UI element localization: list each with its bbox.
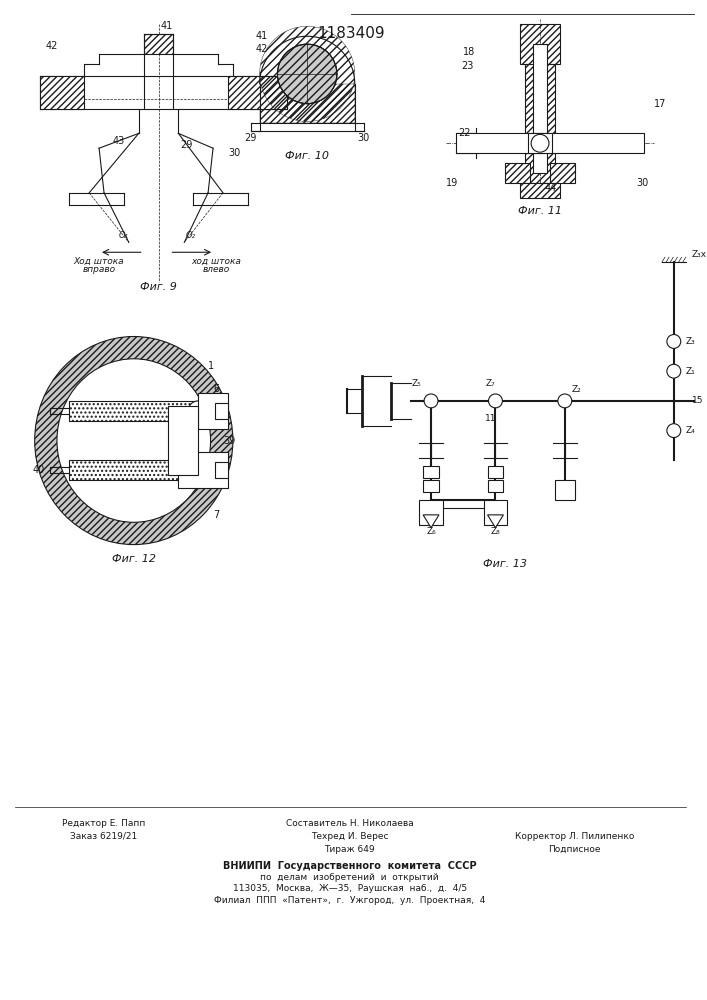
- Text: 17: 17: [654, 99, 667, 109]
- Text: Z₂: Z₂: [572, 385, 582, 394]
- Text: Составитель Н. Николаева: Составитель Н. Николаева: [286, 819, 414, 828]
- Bar: [40, 76, 84, 109]
- Text: 1183409: 1183409: [317, 26, 385, 41]
- Text: Z₁: Z₁: [686, 367, 696, 376]
- Circle shape: [188, 401, 208, 421]
- Text: Фиг. 9: Фиг. 9: [140, 282, 177, 292]
- Bar: [178, 452, 228, 488]
- Ellipse shape: [35, 337, 233, 545]
- Text: 113035,  Москва,  Ж—35,  Раушская  наб.,  д.  4/5: 113035, Москва, Ж—35, Раушская наб., д. …: [233, 884, 467, 893]
- Bar: [228, 76, 287, 109]
- Text: Z₄: Z₄: [686, 426, 696, 435]
- Text: Z₃: Z₃: [686, 337, 696, 346]
- Text: 42: 42: [255, 44, 267, 54]
- Circle shape: [424, 394, 438, 408]
- Text: O₁: O₁: [119, 231, 129, 240]
- Circle shape: [489, 394, 503, 408]
- Bar: [423, 480, 439, 492]
- Bar: [69, 460, 198, 480]
- Text: 11: 11: [485, 414, 496, 423]
- Text: Z₃х: Z₃х: [691, 250, 707, 259]
- Bar: [456, 133, 644, 153]
- Bar: [259, 84, 355, 123]
- Text: Z₇: Z₇: [486, 379, 496, 388]
- Text: 30: 30: [358, 133, 370, 143]
- Bar: [525, 64, 555, 183]
- Text: 29: 29: [245, 133, 257, 143]
- Polygon shape: [488, 515, 503, 528]
- Text: 40: 40: [33, 465, 45, 475]
- Text: 18: 18: [463, 47, 476, 57]
- Text: Ход штока: Ход штока: [74, 257, 124, 266]
- Text: Редактор Е. Папп: Редактор Е. Папп: [62, 819, 146, 828]
- Text: 22: 22: [458, 128, 471, 138]
- Text: Филиал  ППП  «Патент»,  г.  Ужгород,  ул.  Проектная,  4: Филиал ППП «Патент», г. Ужгород, ул. Про…: [214, 896, 486, 905]
- Text: Z₈: Z₈: [491, 527, 501, 536]
- Text: 43: 43: [113, 136, 125, 146]
- Text: 41: 41: [160, 21, 173, 31]
- Text: Фиг. 11: Фиг. 11: [518, 206, 562, 216]
- Text: Z₅: Z₅: [411, 379, 421, 388]
- Bar: [144, 34, 173, 54]
- Bar: [488, 466, 503, 478]
- Bar: [484, 500, 508, 525]
- Bar: [215, 403, 228, 419]
- Bar: [168, 406, 198, 475]
- Text: 1: 1: [208, 361, 214, 371]
- Text: Заказ 6219/21: Заказ 6219/21: [71, 832, 138, 841]
- Bar: [419, 500, 443, 525]
- Circle shape: [667, 335, 681, 348]
- Circle shape: [531, 134, 549, 152]
- Bar: [215, 462, 228, 478]
- Text: O₂: O₂: [185, 231, 195, 240]
- Circle shape: [667, 424, 681, 438]
- Text: ход штока: ход штока: [191, 257, 241, 266]
- Text: Фиг. 13: Фиг. 13: [484, 559, 527, 569]
- Text: 44: 44: [545, 183, 557, 193]
- Text: 39: 39: [223, 436, 235, 446]
- Circle shape: [558, 394, 572, 408]
- Circle shape: [188, 460, 208, 480]
- Text: Фиг. 12: Фиг. 12: [112, 554, 156, 564]
- Circle shape: [667, 364, 681, 378]
- Bar: [528, 133, 552, 153]
- Bar: [69, 401, 198, 421]
- Text: влево: влево: [202, 265, 230, 274]
- Bar: [550, 163, 575, 183]
- Text: 29: 29: [180, 140, 192, 150]
- Text: 19: 19: [445, 178, 458, 188]
- Bar: [520, 183, 560, 198]
- Bar: [533, 44, 547, 173]
- Text: 30: 30: [229, 148, 241, 158]
- Text: 42: 42: [45, 41, 58, 51]
- Text: Техред И. Верес: Техред И. Верес: [311, 832, 389, 841]
- Text: 7: 7: [213, 510, 219, 520]
- Text: Тираж 649: Тираж 649: [325, 845, 375, 854]
- Text: 41: 41: [255, 31, 267, 41]
- Bar: [555, 480, 575, 500]
- Text: Подписное: Подписное: [549, 845, 601, 854]
- Circle shape: [277, 44, 337, 104]
- Bar: [506, 163, 530, 183]
- Bar: [520, 24, 560, 64]
- Text: 23: 23: [461, 61, 474, 71]
- Text: 6: 6: [213, 384, 219, 394]
- Bar: [423, 466, 439, 478]
- Text: вправо: вправо: [83, 265, 116, 274]
- Ellipse shape: [57, 359, 211, 522]
- Text: Корректор Л. Пилипенко: Корректор Л. Пилипенко: [515, 832, 634, 841]
- Text: 30: 30: [636, 178, 648, 188]
- Bar: [198, 393, 228, 429]
- Bar: [488, 480, 503, 492]
- Text: Z₆: Z₆: [426, 527, 436, 536]
- Text: ВНИИПИ  Государственного  комитета  СССР: ВНИИПИ Государственного комитета СССР: [223, 861, 477, 871]
- Polygon shape: [423, 515, 439, 528]
- Text: Фиг. 10: Фиг. 10: [285, 151, 329, 161]
- Text: по  делам  изобретений  и  открытий: по делам изобретений и открытий: [260, 873, 439, 882]
- Text: 15: 15: [691, 396, 703, 405]
